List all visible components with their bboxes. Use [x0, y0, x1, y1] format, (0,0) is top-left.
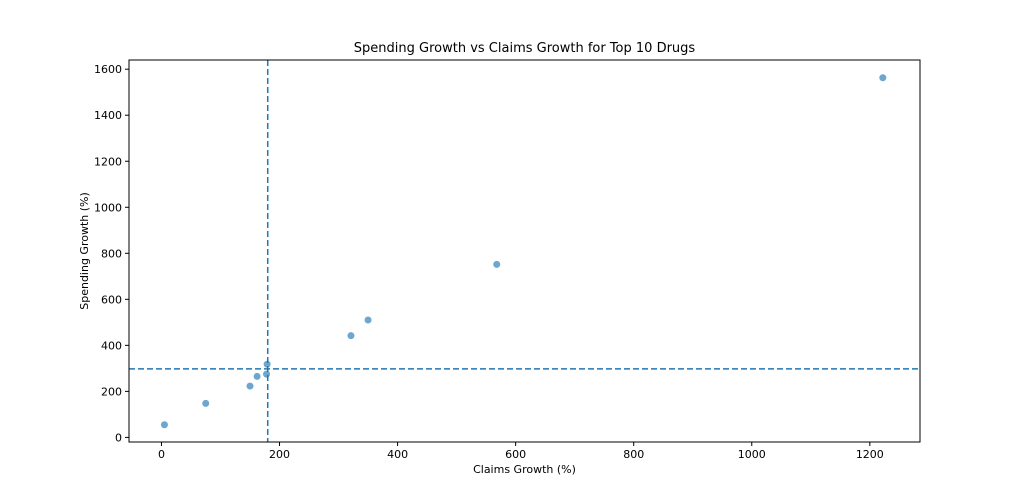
data-point	[202, 399, 210, 407]
x-tick-label: 0	[158, 448, 165, 461]
x-tick-label: 400	[387, 448, 408, 461]
data-point	[879, 74, 887, 82]
data-point	[347, 332, 355, 340]
y-tick-label: 0	[115, 431, 122, 444]
y-tick-label: 800	[101, 247, 122, 260]
x-tick-label: 600	[505, 448, 526, 461]
data-point	[493, 260, 501, 268]
x-axis-label: Claims Growth (%)	[473, 463, 576, 476]
data-point	[160, 421, 168, 429]
plot-area	[129, 60, 920, 442]
data-point	[263, 360, 271, 368]
x-tick-label: 200	[269, 448, 290, 461]
y-tick-label: 600	[101, 293, 122, 306]
y-tick-label: 200	[101, 385, 122, 398]
plot-frame	[128, 59, 921, 443]
data-point	[364, 316, 372, 324]
y-tick-label: 400	[101, 339, 122, 352]
axes: 0 200 400 600 800 1000 1200 0 200 400 600 800 1000 12…	[94, 63, 884, 461]
data-point	[253, 372, 261, 380]
y-tick-label: 1200	[94, 155, 122, 168]
y-axis-label: Spending Growth (%)	[78, 192, 91, 310]
y-tick-label: 1000	[94, 201, 122, 214]
data-point	[263, 370, 271, 378]
x-tick-label: 1000	[738, 448, 766, 461]
x-tick-label: 800	[623, 448, 644, 461]
y-tick-label: 1600	[94, 63, 122, 76]
chart-title: Spending Growth vs Claims Growth for Top…	[354, 41, 696, 56]
x-tick-label: 1200	[856, 448, 884, 461]
y-tick-label: 1400	[94, 109, 122, 122]
data-point	[246, 382, 254, 390]
